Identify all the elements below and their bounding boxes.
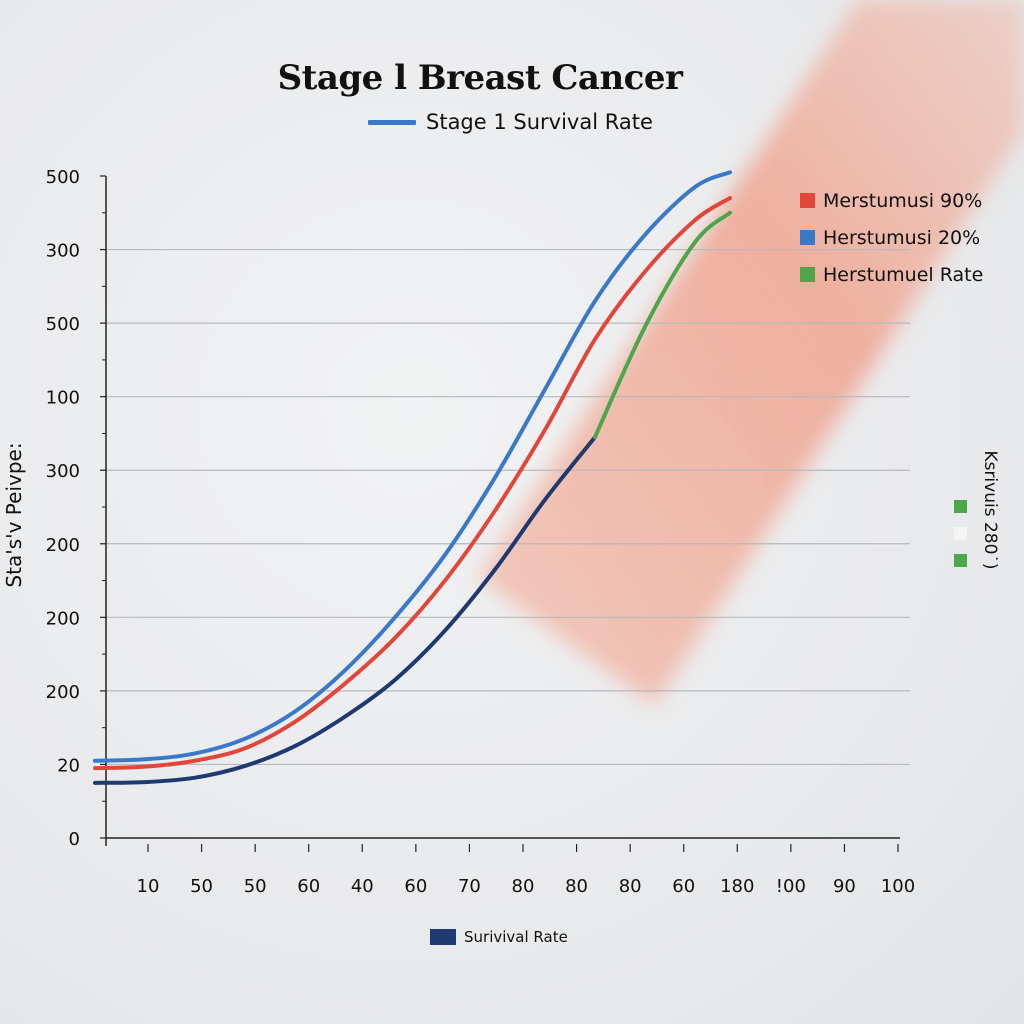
- blurred-red-band: [478, 0, 1024, 705]
- x-tick-label: 50: [190, 876, 213, 897]
- series-line: [93, 435, 597, 785]
- bottom-legend-label: Surivival Rate: [464, 928, 568, 946]
- y-tick-label: 500: [46, 167, 80, 188]
- legend-item: Merstumusi 90%: [800, 182, 983, 219]
- x-tick-label: 50: [244, 876, 267, 897]
- top-legend-label: Stage 1 Survival Rate: [426, 110, 653, 134]
- y-tick-label: 20: [57, 755, 80, 776]
- x-tick-label: 10: [137, 876, 160, 897]
- x-tick-label: 100: [881, 876, 915, 897]
- x-tick-label: 60: [404, 876, 427, 897]
- y-tick-label: 200: [46, 535, 80, 556]
- x-tick-label: 80: [565, 876, 588, 897]
- x-tick-labels: 10 50 50 60 40 60 70 80 80 80 60 180 !00 90 100: [137, 876, 916, 897]
- x-tick-label: 90: [833, 876, 856, 897]
- x-tick-label: 80: [619, 876, 642, 897]
- series-line: [93, 196, 732, 771]
- series-lines: [93, 170, 732, 785]
- legend: Merstumusi 90% Herstumusi 20% Herstumuel…: [800, 182, 983, 293]
- right-marker: [954, 500, 967, 513]
- series-line: [593, 210, 732, 440]
- legend-label: Herstumusi 20%: [823, 226, 981, 249]
- y-axis-label: Sta's'v Peivpe:: [2, 442, 26, 588]
- x-tick-label: 70: [458, 876, 481, 897]
- x-tick-label: 180: [720, 876, 754, 897]
- x-tick-label: 40: [351, 876, 374, 897]
- right-marker: [954, 554, 967, 567]
- y-tick-label: 0: [69, 829, 80, 850]
- series-line: [93, 170, 732, 763]
- y-tick-label: 200: [46, 608, 80, 629]
- chart-title: Stage l Breast Cancer: [277, 58, 683, 98]
- x-tick-label: 80: [512, 876, 535, 897]
- right-marker: [954, 527, 967, 540]
- bottom-legend: Surivival Rate: [430, 928, 568, 946]
- y-tick-label: 300: [46, 461, 80, 482]
- legend-item: Herstumusi 20%: [800, 219, 983, 256]
- x-tick-label: !00: [776, 876, 806, 897]
- bottom-legend-swatch: [430, 929, 456, 945]
- x-tick-label: 60: [297, 876, 320, 897]
- grid: [106, 248, 910, 766]
- y-tick-label: 200: [46, 682, 80, 703]
- legend-label: Merstumusi 90%: [823, 189, 983, 212]
- legend-label: Herstumuel Rate: [823, 263, 984, 286]
- legend-swatch: [800, 230, 815, 245]
- legend-swatch: [800, 193, 815, 208]
- top-legend-swatch: [368, 119, 416, 125]
- y-tick-label: 100: [46, 388, 80, 409]
- right-axis-label: Ksrivuis 280˙): [980, 450, 1000, 570]
- right-markers: [954, 500, 967, 581]
- legend-item: Herstumuel Rate: [800, 256, 983, 293]
- top-legend: Stage 1 Survival Rate: [368, 110, 653, 134]
- axes: [100, 175, 900, 852]
- x-tick-label: 60: [672, 876, 695, 897]
- y-tick-label: 500: [46, 314, 80, 335]
- y-tick-label: 300: [46, 241, 80, 262]
- legend-swatch: [800, 267, 815, 282]
